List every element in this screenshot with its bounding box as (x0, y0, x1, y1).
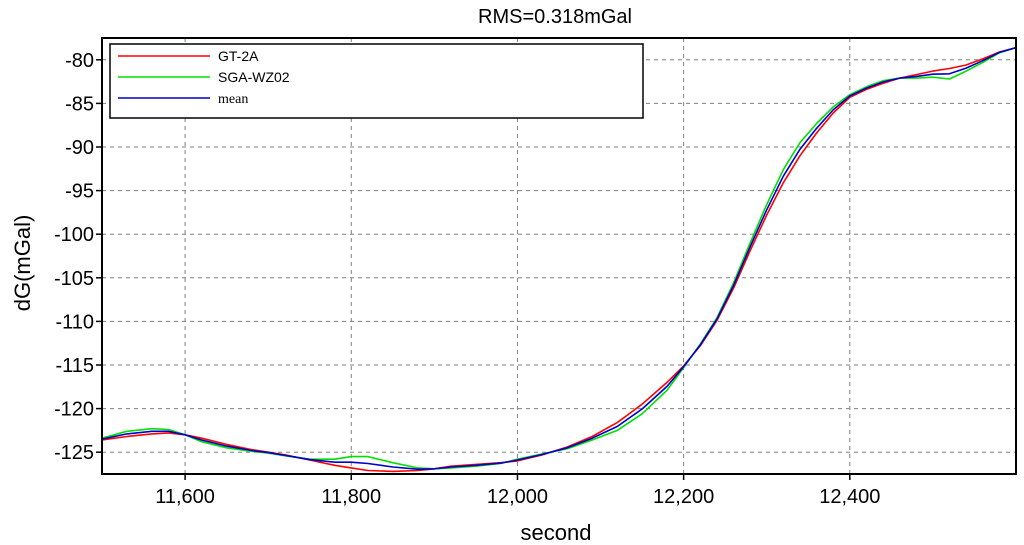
x-tick-label: 12,200 (653, 486, 714, 508)
legend-entry-label: GT-2A (218, 48, 259, 64)
y-tick-label: -110 (55, 311, 94, 333)
x-tick-label: 12,000 (487, 486, 548, 508)
legend-entry-label: SGA-WZ02 (218, 69, 290, 85)
y-tick-label: -85 (65, 93, 94, 115)
y-tick-label: -105 (54, 268, 94, 290)
x-tick-label: 11,600 (155, 486, 215, 508)
y-tick-label: -100 (54, 224, 94, 246)
x-tick-label: 11,800 (321, 486, 381, 508)
y-tick-label: -120 (54, 399, 94, 421)
y-tick-label: -95 (65, 181, 94, 203)
series-line-mean (101, 46, 1017, 471)
legend-entry-label: mean (218, 92, 248, 107)
x-axis: 11,600 11,800 12,000 12,200 12,400 (155, 474, 880, 508)
x-axis-label: second (521, 520, 592, 545)
y-tick-label: -80 (65, 50, 94, 72)
y-axis-label: dG(mGal) (10, 215, 35, 312)
y-tick-label: -115 (55, 355, 94, 377)
x-tick-label: 12,400 (819, 486, 880, 508)
legend-box (109, 43, 644, 119)
y-axis: -80 -85 -90 -95 -100 -105 -110 -115 -120 -125 (54, 50, 102, 464)
legend: GT-2A SGA-WZ02 mean (109, 43, 644, 119)
chart-title: RMS=0.318mGal (478, 6, 632, 28)
y-tick-label: -90 (65, 137, 94, 159)
plot-frame (101, 37, 1017, 475)
series-layer (101, 46, 1017, 473)
y-tick-label: -125 (54, 442, 94, 464)
